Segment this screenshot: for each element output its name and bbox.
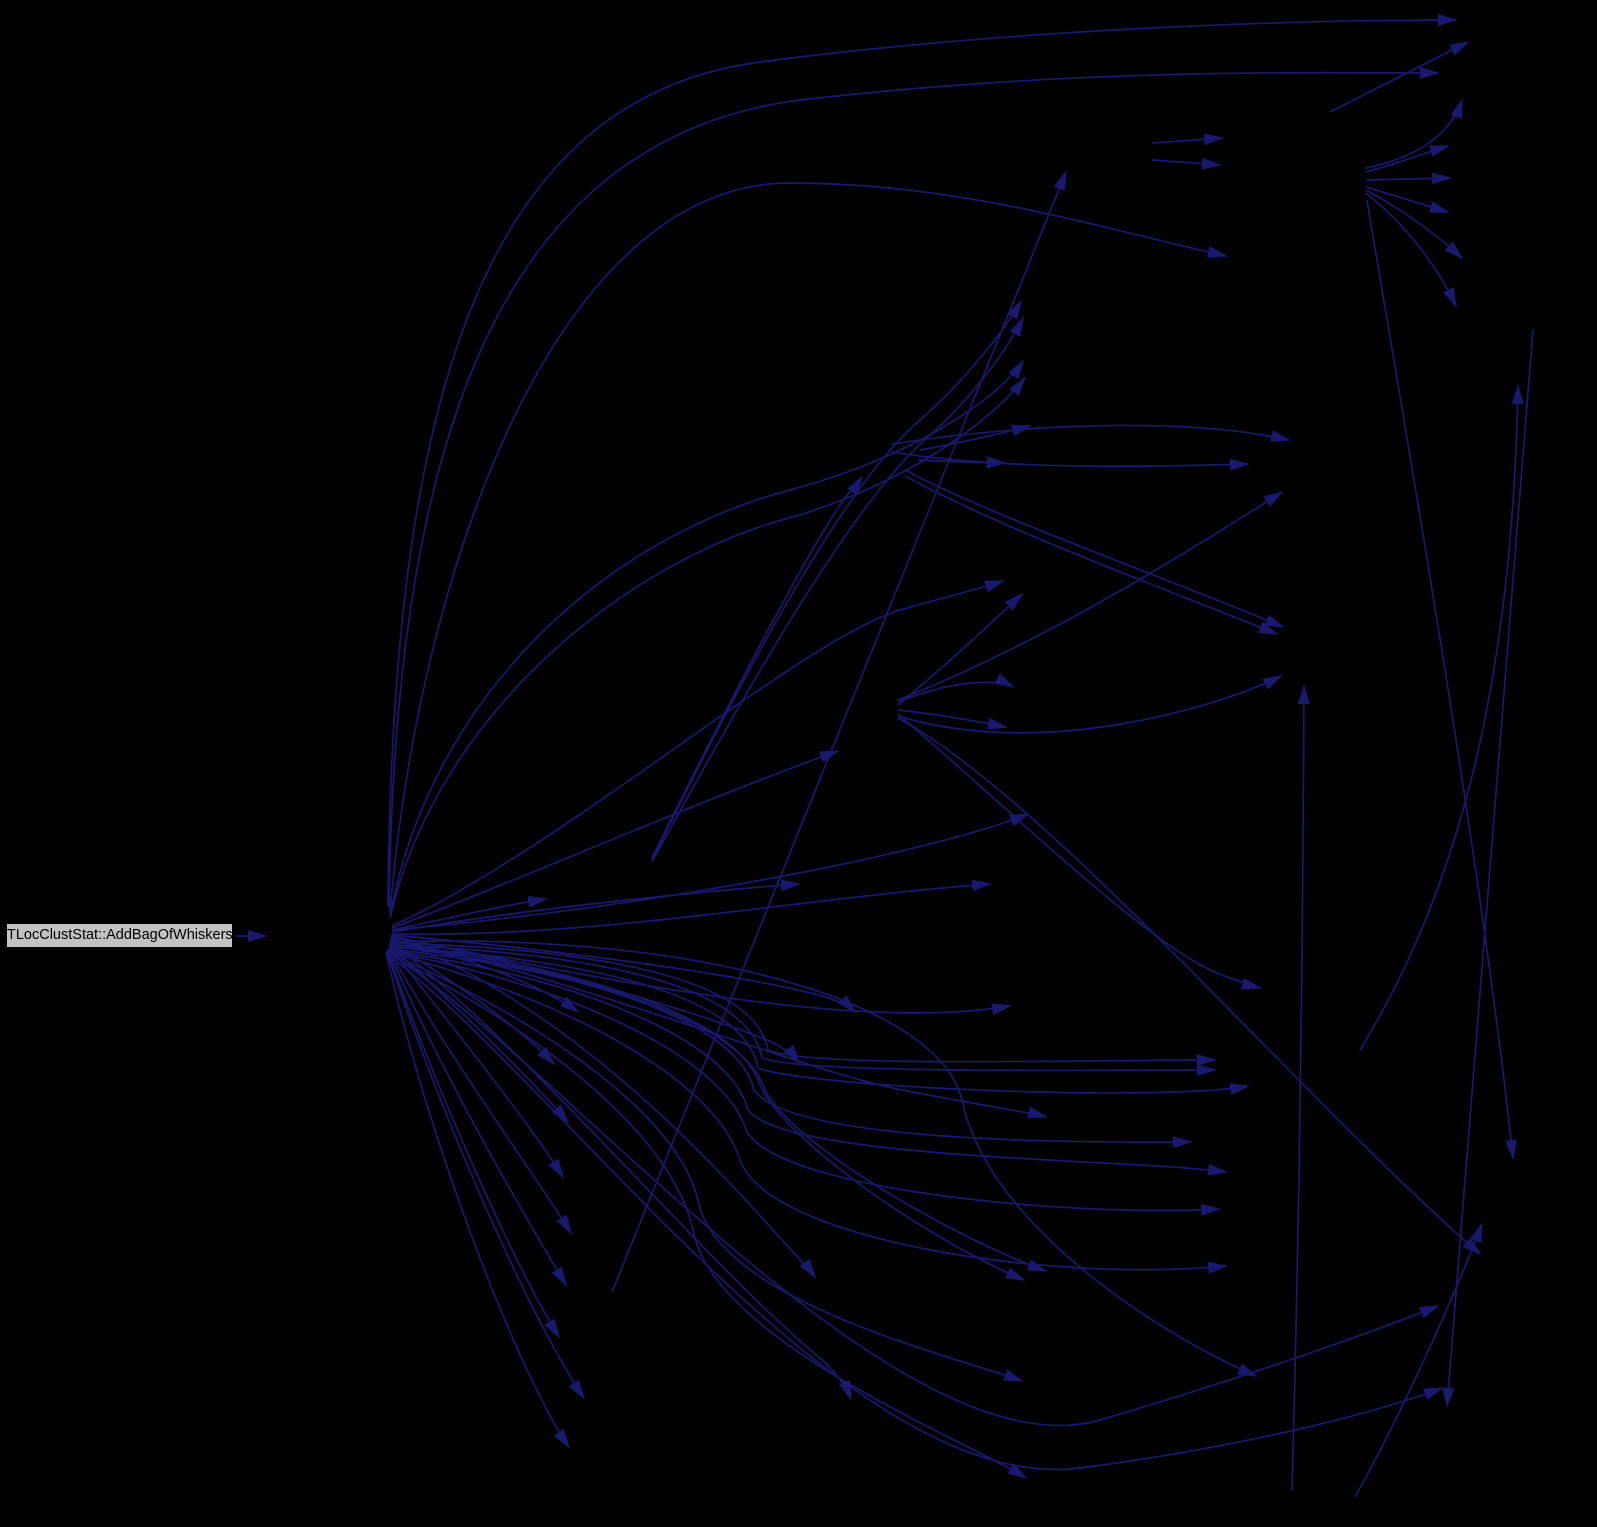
call-edge (389, 182, 1228, 913)
call-edge (390, 944, 1217, 1077)
call-edge (387, 953, 1028, 1480)
call-edge (1354, 1222, 1483, 1498)
call-edge (391, 750, 840, 929)
call-edge (897, 592, 1024, 706)
call-edge (1151, 157, 1222, 170)
call-edge (1365, 145, 1450, 173)
function-node[interactable]: TLocClustStat::AddBagOfWhiskers (6, 923, 233, 948)
call-edge (1366, 199, 1518, 1160)
call-edge (386, 949, 561, 1339)
call-edge (387, 954, 1444, 1471)
call-edge (391, 879, 801, 933)
call-edge (389, 946, 1250, 1096)
call-edge (897, 713, 1262, 990)
call-edge (391, 813, 1030, 931)
call-edge (391, 895, 548, 931)
call-edge (1151, 133, 1224, 146)
call-edge (387, 949, 568, 1287)
call-edge (389, 940, 1258, 1377)
call-edge (390, 938, 1048, 1118)
call-edge (385, 951, 571, 1449)
call-edge (388, 952, 1024, 1382)
call-edge (897, 709, 1008, 730)
call-edge (391, 580, 1005, 927)
call-edge (891, 424, 1291, 445)
call-edge (1442, 329, 1534, 1408)
call-edge (611, 170, 1067, 1293)
edge-layer (236, 14, 1534, 1498)
call-edge (388, 945, 565, 1179)
call-edge (391, 879, 992, 936)
call-edge (651, 475, 864, 859)
call-edge (388, 952, 1440, 1427)
call-edge (897, 717, 1482, 1256)
call-edge (389, 943, 1026, 1281)
call-edge (897, 490, 1284, 701)
call-edge (1365, 186, 1450, 213)
call-edge (387, 951, 1228, 1274)
call-edge (904, 469, 1285, 628)
call-edge (389, 376, 1027, 919)
call-edge (389, 359, 1025, 917)
call-edge (390, 934, 857, 1014)
call-edge (651, 316, 1024, 863)
call-edge (904, 475, 1279, 635)
call-edge (389, 945, 1048, 1272)
call-edge (390, 937, 817, 1279)
call-edge (387, 14, 1458, 907)
call-edge (897, 673, 1015, 703)
call-edge (390, 942, 1217, 1067)
call-edge (387, 947, 573, 1235)
call-edge (386, 951, 586, 1400)
call-edge (1359, 384, 1524, 1051)
call-edge (390, 936, 801, 1065)
call-edge (1365, 98, 1463, 169)
call-edge (389, 940, 852, 1401)
call-edge (1365, 172, 1452, 185)
call-edge (1329, 41, 1470, 113)
call-edge (389, 948, 1193, 1149)
call-edge (388, 949, 1228, 1176)
call-edge (388, 950, 1221, 1217)
call-edge (897, 675, 1283, 734)
call-edge (388, 66, 1440, 909)
call-edge (1291, 684, 1310, 1491)
call-edge (1365, 189, 1464, 260)
call-edge (1365, 192, 1457, 308)
call-edge (651, 299, 1022, 861)
call-edge (389, 941, 556, 1066)
function-node-label: TLocClustStat::AddBagOfWhiskers (7, 927, 233, 943)
call-edge (891, 451, 1250, 471)
